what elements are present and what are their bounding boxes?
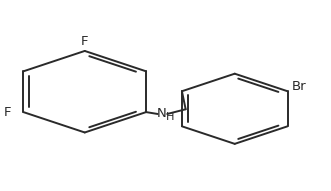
Text: F: F	[4, 106, 11, 119]
Text: H: H	[166, 112, 175, 122]
Text: N: N	[157, 108, 167, 121]
Text: F: F	[81, 35, 88, 48]
Text: Br: Br	[292, 80, 307, 93]
